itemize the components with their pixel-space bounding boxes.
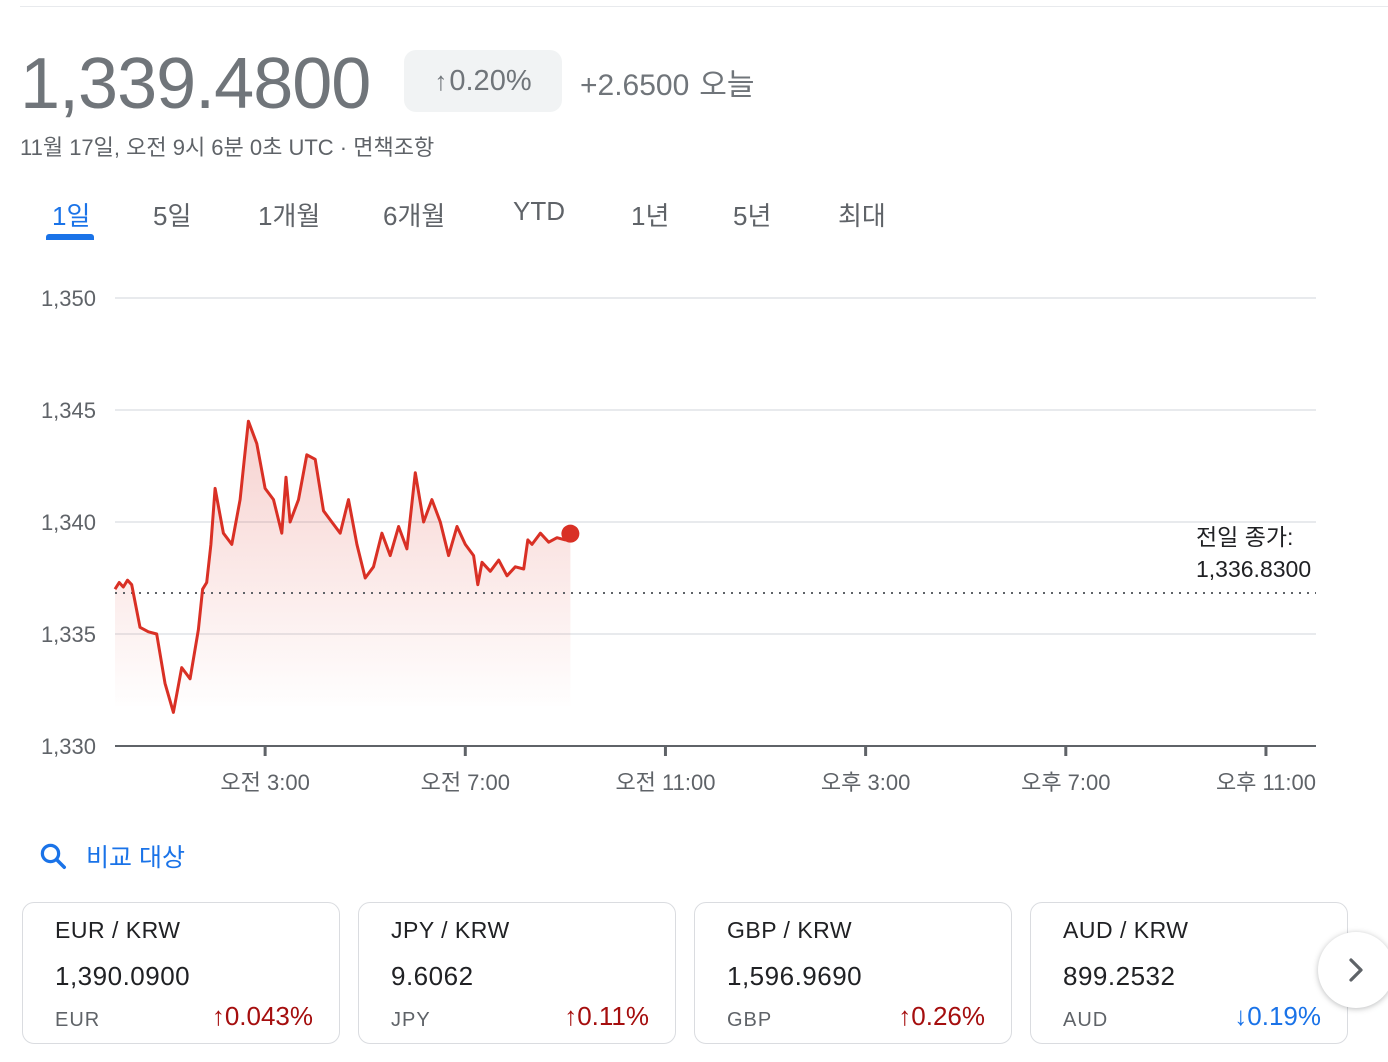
card-pair: AUD / KRW [1063, 917, 1189, 943]
x-tick-label: 오전 7:00 [421, 770, 510, 795]
card-change-value: 0.11% [577, 1001, 649, 1031]
tab-max[interactable]: 최대 [838, 201, 886, 231]
tab-5d[interactable]: 5일 [153, 201, 192, 231]
search-icon [40, 843, 66, 869]
previous-close-value: 1,336.8300 [1196, 556, 1311, 582]
top-divider [20, 6, 1388, 7]
card-currency: GBP [727, 1009, 773, 1031]
card-change: ↓0.19% [1234, 1001, 1321, 1032]
tab-ytd[interactable]: YTD [513, 196, 565, 226]
y-tick-label: 1,350 [41, 286, 96, 311]
card-change: ↑0.26% [898, 1001, 985, 1032]
currency-card-jpy[interactable]: JPY / KRW 9.6062 JPY ↑0.11% [358, 902, 676, 1044]
arrow-up-icon: ↑ [211, 1001, 225, 1031]
chevron-right-icon [1349, 958, 1363, 982]
price-chart[interactable]: 1,350 1,345 1,340 1,335 1,330 오전 3:00 오전 7:00… [0, 270, 1388, 810]
card-currency: AUD [1063, 1009, 1109, 1031]
next-cards-button[interactable] [1318, 932, 1388, 1008]
card-value: 899.2532 [1063, 961, 1176, 991]
card-change: ↑0.043% [212, 1001, 313, 1032]
current-price: 1,339.4800 [20, 44, 371, 124]
tab-1d[interactable]: 1일 [52, 201, 91, 231]
tab-6m[interactable]: 6개월 [383, 201, 446, 231]
currency-card-gbp[interactable]: GBP / KRW 1,596.9690 GBP ↑0.26% [694, 902, 1012, 1044]
active-tab-indicator [46, 234, 94, 240]
arrow-up-icon: ↑ [434, 65, 448, 96]
y-tick-label: 1,335 [41, 622, 96, 647]
card-pair: JPY / KRW [391, 917, 510, 943]
x-tick-label: 오전 11:00 [615, 770, 715, 795]
change-percent-badge: ↑ 0.20% [404, 50, 562, 112]
arrow-down-icon: ↓ [1234, 1001, 1248, 1031]
x-tick-label: 오후 7:00 [1021, 770, 1110, 795]
arrow-up-icon: ↑ [564, 1001, 578, 1031]
compare-button[interactable]: 비교 대상 [38, 838, 185, 874]
y-tick-label: 1,345 [41, 398, 96, 423]
card-pair: GBP / KRW [727, 917, 853, 943]
currency-card-aud[interactable]: AUD / KRW 899.2532 AUD ↓0.19% [1030, 902, 1348, 1044]
change-absolute: +2.6500 오늘 [580, 60, 764, 104]
y-tick-label: 1,340 [41, 510, 96, 535]
tab-1m[interactable]: 1개월 [258, 201, 321, 231]
timestamp: 11월 17일, 오전 9시 6분 0초 UTC · 면책조항 [20, 135, 435, 160]
change-percent: 0.20% [449, 64, 532, 97]
card-value: 1,390.0900 [55, 961, 191, 991]
card-pair: EUR / KRW [55, 917, 181, 943]
y-tick-label: 1,330 [41, 734, 96, 759]
card-change: ↑0.11% [564, 1001, 649, 1032]
previous-close-label: 전일 종가: [1196, 524, 1293, 550]
x-tick-label: 오후 3:00 [821, 770, 910, 795]
card-currency: JPY [391, 1009, 431, 1031]
price-line [113, 419, 572, 714]
tab-1y[interactable]: 1년 [631, 201, 670, 231]
card-currency: EUR [55, 1009, 101, 1031]
arrow-up-icon: ↑ [898, 1001, 912, 1031]
card-change-value: 0.26% [911, 1001, 985, 1031]
currency-card-eur[interactable]: EUR / KRW 1,390.0900 EUR ↑0.043% [22, 902, 340, 1044]
card-change-value: 0.19% [1247, 1001, 1321, 1031]
x-tick-label: 오후 11:00 [1216, 770, 1316, 795]
change-absolute-value: +2.6500 [580, 69, 690, 102]
last-price-dot [561, 524, 580, 543]
x-tick-label: 오전 3:00 [220, 770, 309, 795]
card-value: 1,596.9690 [727, 961, 863, 991]
compare-label: 비교 대상 [86, 844, 185, 872]
card-change-value: 0.043% [224, 1001, 313, 1031]
card-value: 9.6062 [391, 961, 474, 991]
price-area [115, 421, 571, 713]
tab-5y[interactable]: 5년 [733, 201, 772, 231]
change-period: 오늘 [699, 69, 755, 102]
